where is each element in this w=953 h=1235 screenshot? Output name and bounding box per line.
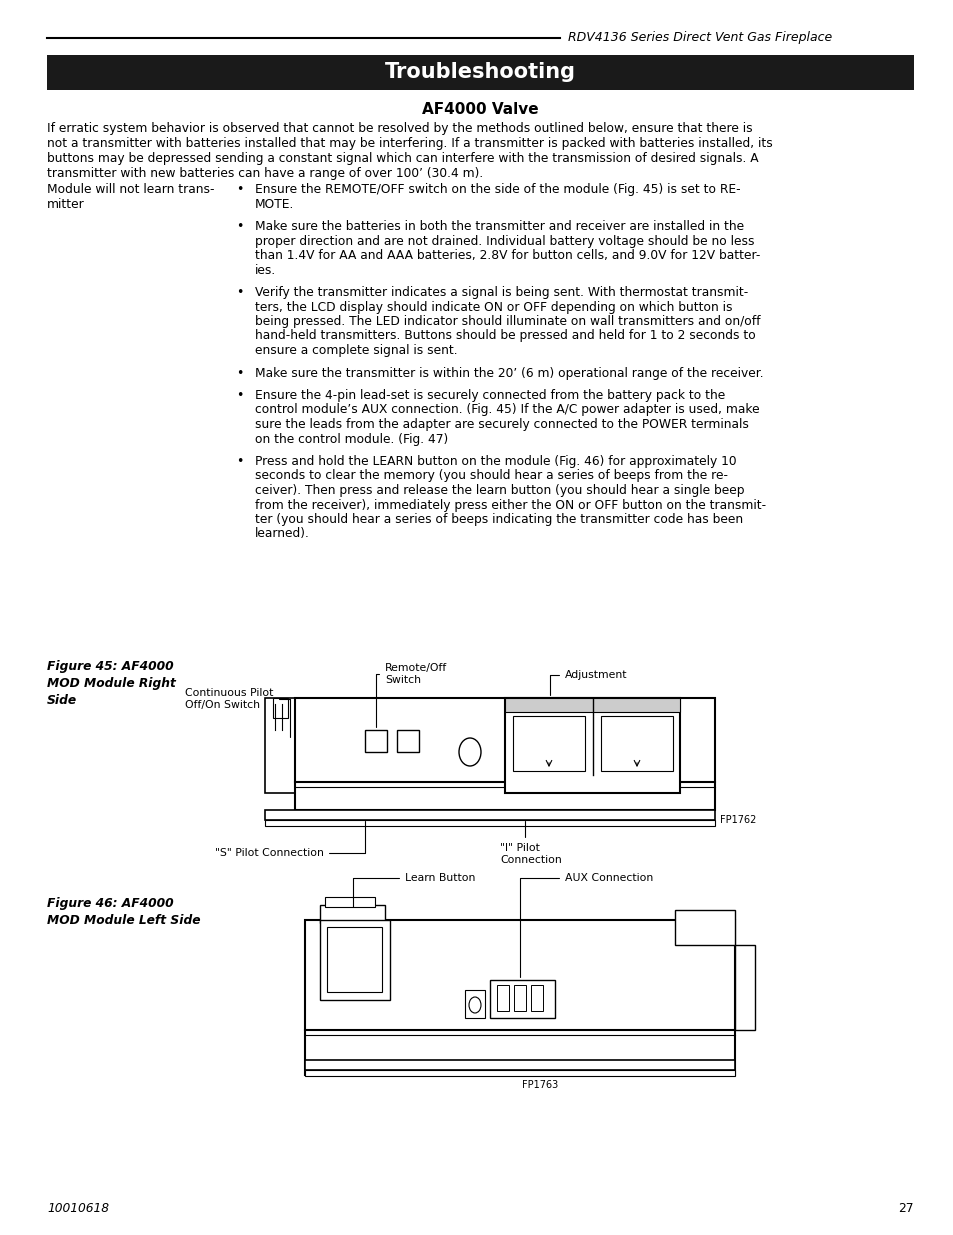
- Text: sure the leads from the adapter are securely connected to the POWER terminals: sure the leads from the adapter are secu…: [254, 417, 748, 431]
- Bar: [325, 897, 375, 906]
- Text: Ensure the REMOTE/OFF switch on the side of the module (Fig. 45) is set to RE-: Ensure the REMOTE/OFF switch on the side…: [254, 183, 740, 196]
- Text: control module’s AUX connection. (Fig. 45) If the A/C power adapter is used, mak: control module’s AUX connection. (Fig. 4…: [254, 404, 759, 416]
- Text: being pressed. The LED indicator should illuminate on wall transmitters and on/o: being pressed. The LED indicator should …: [254, 315, 760, 329]
- Text: learned).: learned).: [254, 527, 310, 541]
- Text: proper direction and are not drained. Individual battery voltage should be no le: proper direction and are not drained. In…: [254, 235, 754, 247]
- Text: ensure a complete signal is sent.: ensure a complete signal is sent.: [254, 345, 457, 357]
- Bar: [365, 730, 387, 752]
- Text: FP1762: FP1762: [720, 815, 756, 825]
- Bar: [513, 716, 584, 771]
- Text: hand-held transmitters. Buttons should be pressed and held for 1 to 2 seconds to: hand-held transmitters. Buttons should b…: [254, 330, 755, 342]
- Text: ter (you should hear a series of beeps indicating the transmitter code has been: ter (you should hear a series of beeps i…: [254, 513, 742, 526]
- Text: Figure 46: AF4000
MOD Module Left Side: Figure 46: AF4000 MOD Module Left Side: [47, 897, 200, 927]
- Text: FP1763: FP1763: [521, 1079, 558, 1091]
- Text: "S" Pilot Connection: "S" Pilot Connection: [214, 821, 365, 858]
- Bar: [305, 1060, 734, 1070]
- Text: Verify the transmitter indicates a signal is being sent. With thermostat transmi: Verify the transmitter indicates a signa…: [254, 287, 747, 299]
- Text: Remote/Off
Switch: Remote/Off Switch: [375, 663, 447, 727]
- Text: seconds to clear the memory (you should hear a series of beeps from the re-: seconds to clear the memory (you should …: [254, 469, 727, 483]
- Text: from the receiver), immediately press either the ON or OFF button on the transmi: from the receiver), immediately press ei…: [254, 499, 765, 511]
- Bar: [600, 716, 672, 771]
- Text: Module will not learn trans-: Module will not learn trans-: [47, 183, 214, 196]
- Text: RDV4136 Series Direct Vent Gas Fireplace: RDV4136 Series Direct Vent Gas Fireplace: [567, 32, 831, 44]
- Bar: [265, 820, 714, 826]
- Bar: [305, 1070, 734, 1076]
- Text: on the control module. (Fig. 47): on the control module. (Fig. 47): [254, 432, 448, 446]
- Text: •: •: [236, 220, 243, 233]
- Text: •: •: [236, 367, 243, 379]
- Bar: [319, 920, 390, 1000]
- Bar: [273, 698, 288, 718]
- Text: •: •: [236, 389, 243, 403]
- Text: than 1.4V for AA and AAA batteries, 2.8V for button cells, and 9.0V for 12V batt: than 1.4V for AA and AAA batteries, 2.8V…: [254, 249, 760, 262]
- Text: Learn Button: Learn Button: [353, 873, 475, 908]
- Text: ceiver). Then press and release the learn button (you should hear a single beep: ceiver). Then press and release the lear…: [254, 484, 743, 496]
- Text: AUX Connection: AUX Connection: [519, 873, 653, 977]
- Bar: [396, 730, 418, 752]
- Bar: [464, 990, 484, 1018]
- Text: MOTE.: MOTE.: [254, 198, 294, 210]
- Text: 27: 27: [898, 1202, 913, 1215]
- Bar: [294, 698, 714, 810]
- Text: AF4000 Valve: AF4000 Valve: [421, 103, 537, 117]
- Ellipse shape: [458, 739, 480, 766]
- Text: Figure 45: AF4000
MOD Module Right
Side: Figure 45: AF4000 MOD Module Right Side: [47, 659, 175, 706]
- Bar: [265, 698, 294, 793]
- Bar: [319, 905, 385, 923]
- Bar: [504, 698, 679, 793]
- Text: •: •: [236, 183, 243, 196]
- Text: ters, the LCD display should indicate ON or OFF depending on which button is: ters, the LCD display should indicate ON…: [254, 300, 732, 314]
- Bar: [504, 698, 679, 713]
- Text: buttons may be depressed sending a constant signal which can interfere with the : buttons may be depressed sending a const…: [47, 152, 758, 165]
- Text: mitter: mitter: [47, 198, 85, 211]
- Text: transmitter with new batteries can have a range of over 100’ (30.4 m).: transmitter with new batteries can have …: [47, 167, 483, 180]
- Text: Make sure the batteries in both the transmitter and receiver are installed in th: Make sure the batteries in both the tran…: [254, 220, 743, 233]
- Bar: [305, 920, 734, 1074]
- Text: "I" Pilot
Connection: "I" Pilot Connection: [499, 821, 561, 864]
- Text: not a transmitter with batteries installed that may be interfering. If a transmi: not a transmitter with batteries install…: [47, 137, 772, 149]
- Bar: [734, 945, 754, 1030]
- Text: Troubleshooting: Troubleshooting: [384, 63, 575, 83]
- Ellipse shape: [469, 997, 480, 1013]
- Bar: [47, 56, 913, 90]
- Text: Ensure the 4-pin lead-set is securely connected from the battery pack to the: Ensure the 4-pin lead-set is securely co…: [254, 389, 724, 403]
- Text: Continuous Pilot
Off/On Switch: Continuous Pilot Off/On Switch: [185, 688, 290, 737]
- Text: If erratic system behavior is observed that cannot be resolved by the methods ou: If erratic system behavior is observed t…: [47, 122, 752, 135]
- Bar: [490, 981, 555, 1018]
- Text: •: •: [236, 454, 243, 468]
- Bar: [327, 927, 381, 992]
- Bar: [531, 986, 542, 1011]
- Text: Press and hold the LEARN button on the module (Fig. 46) for approximately 10: Press and hold the LEARN button on the m…: [254, 454, 736, 468]
- Bar: [265, 810, 714, 820]
- Text: •: •: [236, 287, 243, 299]
- Bar: [497, 986, 509, 1011]
- Text: ies.: ies.: [254, 263, 276, 277]
- Text: Adjustment: Adjustment: [550, 671, 627, 695]
- Bar: [675, 910, 734, 945]
- Bar: [514, 986, 525, 1011]
- Text: Make sure the transmitter is within the 20’ (6 m) operational range of the recei: Make sure the transmitter is within the …: [254, 367, 762, 379]
- Text: 10010618: 10010618: [47, 1202, 109, 1215]
